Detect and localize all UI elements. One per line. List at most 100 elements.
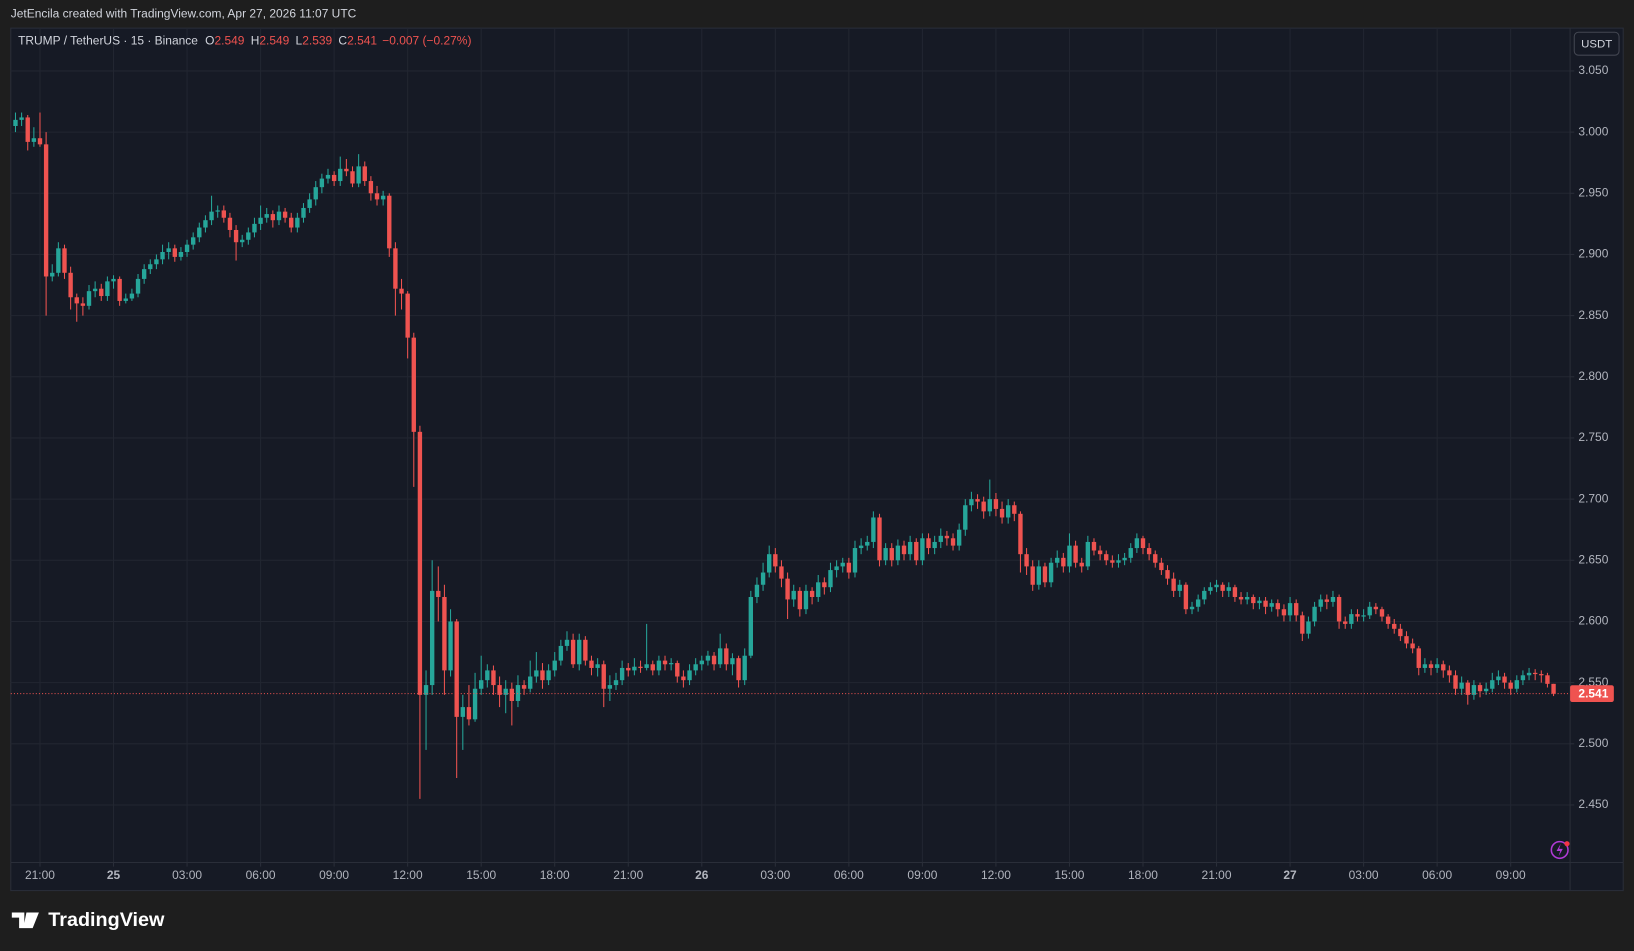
candle-body — [803, 590, 809, 610]
candle-body — [675, 663, 680, 677]
x-tick-label: 09:00 — [319, 868, 349, 882]
candle-body — [1036, 566, 1042, 585]
ohlc-value: 2.539 — [302, 34, 332, 48]
candle-body — [1422, 664, 1428, 668]
candle-body — [1183, 584, 1189, 610]
candle-body — [166, 248, 171, 253]
candle-body — [895, 545, 901, 561]
candle-body — [86, 291, 92, 306]
candle-body — [809, 590, 815, 597]
candle-body — [858, 545, 864, 549]
candle-body — [577, 639, 582, 665]
candle-body — [1281, 609, 1287, 616]
ohlc-key: O — [205, 34, 214, 48]
candle-body — [1165, 570, 1170, 579]
candle-body — [963, 505, 968, 530]
x-tick-label: 18:00 — [1128, 868, 1158, 882]
y-tick-label: 3.000 — [1578, 124, 1608, 138]
candle-body — [1061, 557, 1066, 567]
candle-body — [1153, 554, 1158, 563]
candle-body — [1300, 615, 1305, 634]
candle-body — [1024, 554, 1029, 567]
candle-body — [172, 248, 177, 257]
x-tick-label: 06:00 — [834, 868, 864, 882]
candle-body — [356, 166, 361, 184]
ohlc-key: C — [338, 34, 347, 48]
candle-body — [987, 499, 992, 512]
candle-body — [552, 660, 557, 671]
currency-button[interactable] — [1573, 31, 1620, 56]
candle-body — [619, 667, 625, 681]
candle-body — [1459, 682, 1464, 689]
candle-body — [865, 541, 870, 546]
candle-body — [1520, 675, 1526, 681]
candle-body — [154, 259, 159, 265]
candle-body — [319, 178, 325, 188]
candle-body — [1373, 606, 1379, 610]
y-tick-label: 2.850 — [1578, 308, 1608, 322]
candle-body — [99, 288, 104, 297]
candle-body — [374, 193, 380, 200]
candle-body — [932, 541, 937, 549]
candle-body — [736, 658, 741, 681]
candle-body — [999, 508, 1005, 518]
candle-body — [19, 117, 24, 120]
candle-body — [521, 685, 527, 689]
candle-body — [871, 517, 876, 542]
y-tick-label: 2.950 — [1578, 185, 1608, 199]
candle-body — [687, 670, 692, 681]
candle-body — [466, 707, 472, 720]
candle-body — [828, 570, 833, 588]
candle-body — [1214, 584, 1219, 588]
candle-body — [1018, 513, 1023, 555]
candle-body — [1416, 648, 1421, 668]
candle-body — [613, 680, 619, 686]
x-tick-label: 18:00 — [540, 868, 570, 882]
candle-body — [668, 663, 674, 665]
candle-body — [760, 572, 766, 585]
candle-body — [742, 655, 747, 681]
credit: JetEncila created with TradingView.com, … — [11, 7, 357, 21]
candle-body — [767, 554, 772, 573]
y-tick-label: 2.650 — [1578, 552, 1608, 566]
change: −0.007 (−0.27%) — [382, 34, 471, 48]
candle-body — [246, 232, 251, 240]
candle-body — [423, 685, 429, 695]
candle-body — [883, 548, 888, 561]
candle-body — [1367, 606, 1372, 616]
candle-body — [1447, 670, 1452, 676]
candle-body — [711, 655, 717, 665]
lightning-icon[interactable] — [1550, 840, 1569, 860]
candle-body — [307, 199, 312, 208]
last-price-label: 2.541 — [1578, 686, 1608, 700]
candle-body — [1263, 600, 1268, 607]
y-tick-label: 2.600 — [1578, 614, 1608, 628]
candle-body — [1134, 538, 1140, 549]
candle-body — [350, 171, 355, 184]
candle-body — [1226, 587, 1231, 591]
candle-body — [215, 210, 220, 212]
candle-body — [1355, 614, 1360, 617]
currency-label[interactable]: USDT — [1581, 38, 1612, 50]
candle-body — [184, 244, 190, 253]
candle-body — [1385, 616, 1391, 624]
symbol: TRUMP / TetherUS · 15 · Binance — [18, 34, 198, 48]
candle-body — [1128, 548, 1133, 558]
candle-body — [221, 210, 227, 218]
candle-body — [448, 621, 453, 671]
candle-body — [1042, 566, 1048, 583]
candle-body — [705, 655, 711, 661]
candle-body — [1116, 560, 1121, 563]
candle-body — [638, 666, 643, 668]
candle-body — [1471, 685, 1477, 695]
candle-body — [595, 664, 600, 668]
candle-body — [852, 548, 858, 573]
candle-body — [1545, 675, 1550, 684]
candle-body — [92, 288, 98, 292]
ohlc-key: L — [296, 34, 303, 48]
candle-body — [68, 272, 73, 298]
candle-body — [975, 499, 980, 502]
candle-body — [540, 670, 545, 681]
